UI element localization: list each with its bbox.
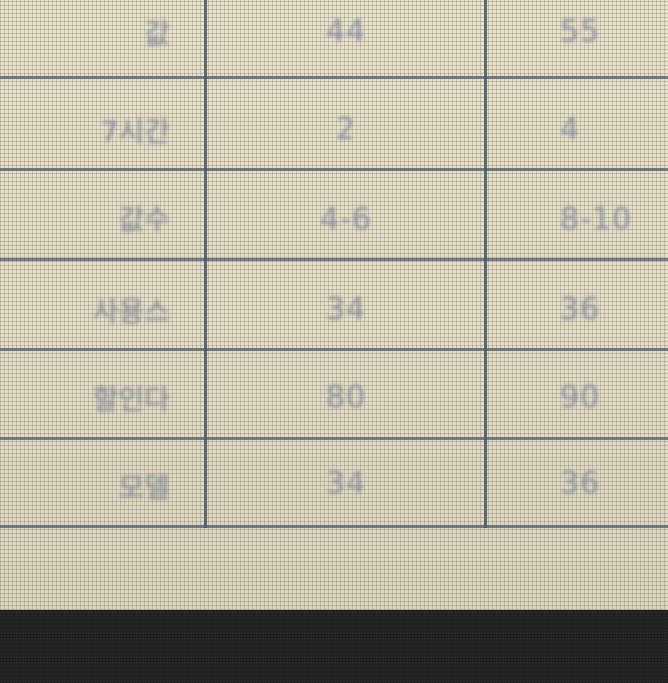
table-cell: 36 <box>560 292 601 327</box>
table-cell: 80 <box>325 380 367 415</box>
table-cell: 34 <box>325 466 367 501</box>
grid-line-v2 <box>484 0 487 528</box>
grid-line-h3 <box>0 258 668 261</box>
table-cell: 4-6 <box>320 202 372 237</box>
row-label: 할인다 <box>92 383 170 416</box>
spreadsheet-screen: 값 44 55 7시간 2 4 값수 4-6 8-10 사용스 34 36 할인… <box>0 0 668 610</box>
monitor-bezel <box>0 610 668 683</box>
table-cell: 36 <box>560 466 601 501</box>
table-cell: 90 <box>560 380 601 415</box>
grid-line-v1 <box>204 0 207 528</box>
table-cell: 44 <box>325 14 367 49</box>
row-label: 사용스 <box>92 295 170 328</box>
row-label: 값 <box>144 17 170 50</box>
table-cell: 4 <box>560 112 581 147</box>
row-label: 값수 <box>118 203 170 236</box>
grid-line-h2 <box>0 168 668 171</box>
table-cell: 34 <box>325 292 367 327</box>
table-cell: 55 <box>560 14 601 49</box>
grid-line-h1 <box>0 76 668 79</box>
table-cell: 8-10 <box>560 202 633 237</box>
grid-line-h5 <box>0 437 668 440</box>
table-cell: 2 <box>335 112 357 147</box>
grid-line-h6 <box>0 525 668 528</box>
row-label: 모델 <box>118 471 170 504</box>
grid-line-h4 <box>0 348 668 351</box>
row-label: 7시간 <box>100 115 170 148</box>
